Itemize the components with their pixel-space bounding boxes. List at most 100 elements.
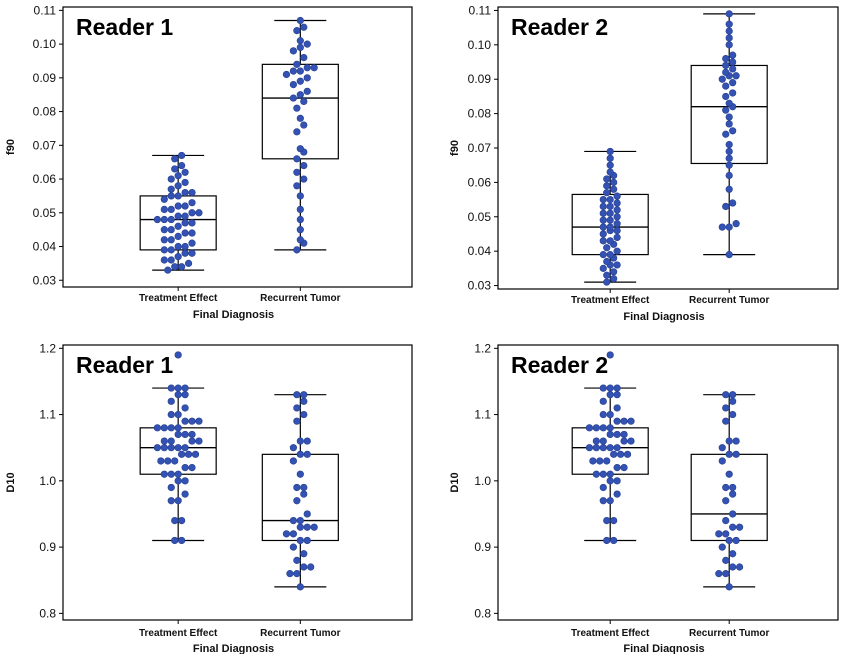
data-point: [303, 450, 311, 458]
data-point: [732, 437, 740, 445]
x-axis-title: Final Diagnosis: [193, 643, 274, 654]
data-point: [178, 151, 186, 160]
data-point: [715, 530, 723, 538]
data-point: [613, 213, 621, 221]
data-point: [181, 168, 189, 176]
data-point: [725, 147, 733, 156]
data-point: [300, 410, 308, 419]
data-point: [722, 530, 730, 538]
data-point: [289, 457, 297, 465]
data-point: [174, 497, 182, 505]
data-point: [296, 470, 304, 478]
data-point: [296, 236, 304, 244]
data-point: [620, 417, 628, 425]
chart-panel-3: 0.8 0.9 1.0 1.1 1.2 Treatment Effect Recurrent…: [5, 341, 413, 654]
data-point: [174, 182, 182, 190]
data-point: [722, 497, 730, 505]
data-point: [300, 97, 308, 106]
data-point: [606, 391, 614, 399]
data-point: [195, 209, 203, 217]
x-category-label: Treatment Effect: [139, 628, 218, 639]
data-point: [167, 226, 175, 234]
data-point: [167, 175, 175, 183]
data-point: [310, 523, 318, 531]
data-point: [606, 161, 614, 169]
y-tick-label: 0.05: [33, 206, 57, 220]
data-point: [613, 247, 621, 255]
data-point: [725, 41, 733, 49]
y-tick-label: 0.07: [33, 138, 57, 152]
data-point: [160, 424, 168, 432]
data-point: [296, 77, 304, 85]
data-point: [613, 220, 621, 228]
data-point: [300, 490, 308, 498]
data-point: [722, 556, 730, 564]
data-point: [184, 450, 193, 458]
data-point: [613, 404, 621, 412]
data-point: [181, 417, 189, 425]
data-point: [722, 404, 730, 412]
data-point: [181, 430, 189, 439]
data-point: [300, 550, 308, 558]
data-point: [725, 437, 733, 445]
data-point: [725, 161, 733, 169]
data-point: [160, 205, 168, 214]
data-point: [188, 417, 196, 425]
data-point: [296, 517, 304, 525]
data-point: [174, 391, 182, 399]
data-point: [167, 236, 175, 244]
data-point: [289, 94, 297, 102]
data-point: [293, 391, 301, 399]
data-point: [599, 483, 607, 492]
data-point: [599, 497, 607, 505]
data-point: [167, 424, 175, 432]
data-point: [293, 497, 301, 505]
data-point: [293, 60, 301, 68]
chart-panel-4: 0.8 0.9 1.0 1.1 1.2 Treatment Effect Recurrent…: [449, 341, 839, 654]
swarm-1: [282, 16, 318, 254]
y-tick-label: 0.10: [468, 38, 492, 52]
data-point: [606, 444, 614, 452]
data-point: [289, 444, 297, 452]
data-point: [171, 517, 179, 525]
data-point: [610, 450, 618, 458]
data-point: [167, 256, 175, 264]
data-point: [289, 47, 297, 55]
data-point: [157, 457, 165, 465]
data-point: [174, 253, 182, 261]
data-point: [160, 195, 168, 203]
plot-frame: [62, 344, 413, 621]
data-point: [188, 188, 196, 197]
data-point: [181, 212, 189, 220]
data-point: [282, 70, 291, 79]
data-point: [610, 536, 618, 545]
data-point: [289, 67, 297, 75]
data-point: [181, 242, 189, 251]
data-point: [729, 563, 737, 571]
data-point: [296, 226, 304, 234]
y-tick-label: 0.04: [468, 244, 492, 258]
data-point: [174, 430, 182, 439]
data-point: [729, 199, 737, 207]
data-point: [293, 168, 301, 176]
data-point: [181, 249, 189, 257]
data-point: [153, 424, 161, 432]
y-axis-title: f90: [5, 139, 17, 155]
data-point: [620, 437, 628, 445]
x-category-label: Treatment Effect: [571, 295, 650, 306]
data-point: [606, 410, 614, 419]
data-point: [296, 536, 304, 545]
data-point: [722, 517, 730, 525]
data-point: [178, 450, 186, 458]
data-point: [725, 470, 733, 478]
data-point: [293, 182, 301, 190]
data-point: [613, 430, 621, 439]
data-point: [603, 257, 611, 266]
data-point: [729, 79, 737, 87]
data-point: [603, 271, 611, 279]
data-point: [178, 517, 186, 525]
data-point: [174, 424, 182, 432]
data-point: [729, 483, 737, 492]
data-point: [606, 195, 614, 204]
swarm-1: [715, 391, 744, 591]
